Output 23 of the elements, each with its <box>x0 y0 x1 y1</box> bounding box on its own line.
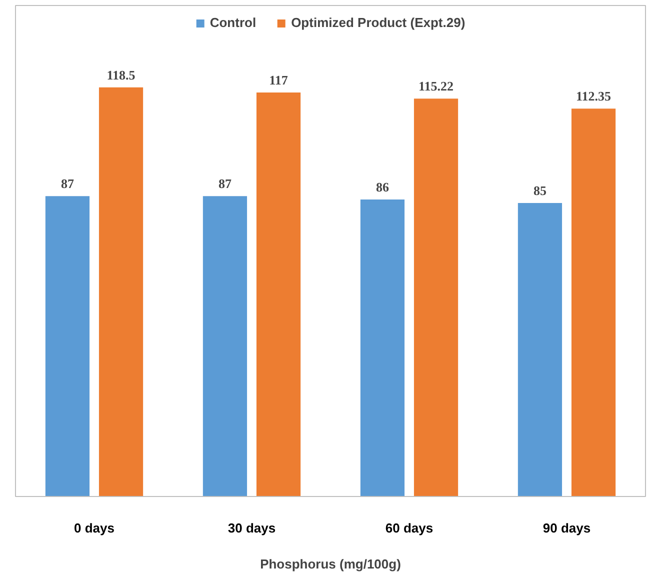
x-tick-label: 90 days <box>542 520 591 536</box>
bar <box>256 92 301 496</box>
bar <box>45 196 90 496</box>
x-axis-title: Phosphorus (mg/100g) <box>260 556 401 572</box>
bar <box>571 108 616 496</box>
bar <box>202 196 248 496</box>
data-label: 112.35 <box>576 88 612 104</box>
data-label: 115.22 <box>418 78 454 94</box>
data-label: 117 <box>269 72 288 88</box>
data-label: 85 <box>533 183 547 198</box>
bar <box>414 98 458 496</box>
bar <box>360 200 405 496</box>
legend-label: Control <box>210 15 256 30</box>
data-label: 118.5 <box>106 67 136 82</box>
legend-label: Optimized Product (Expt.29) <box>291 15 466 30</box>
x-tick-label: 60 days <box>385 520 434 536</box>
data-label: 87 <box>218 176 232 192</box>
data-label: 86 <box>376 180 390 195</box>
x-tick-label: 30 days <box>228 520 276 536</box>
data-label: 87 <box>60 176 74 192</box>
bar <box>518 203 562 496</box>
bar <box>98 87 144 496</box>
x-tick-label: 0 days <box>74 520 114 536</box>
